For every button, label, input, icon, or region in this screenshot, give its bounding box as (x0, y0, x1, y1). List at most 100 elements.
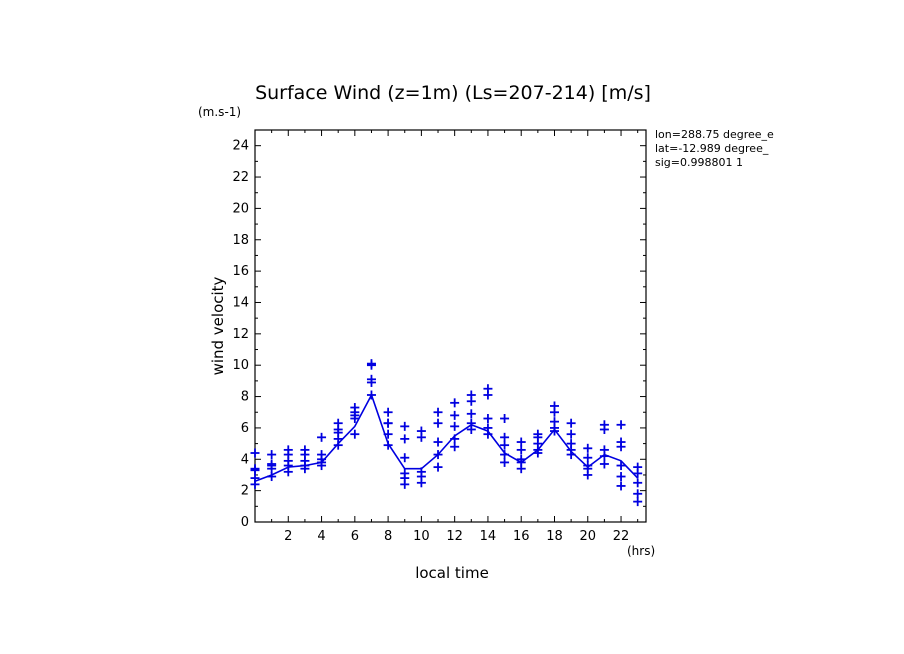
x-tick-label: 6 (351, 529, 359, 544)
y-tick-label: 24 (232, 139, 249, 154)
data-point-marker (599, 445, 609, 455)
y-tick-label: 16 (232, 264, 249, 279)
data-point-marker (500, 457, 510, 467)
data-point-marker (250, 448, 260, 458)
x-tick-label: 8 (384, 529, 392, 544)
data-point-marker (433, 450, 443, 460)
data-point-marker (450, 410, 460, 420)
data-point-marker (616, 420, 626, 430)
data-point-marker (416, 426, 426, 436)
data-point-marker (616, 472, 626, 482)
data-point-marker (466, 390, 476, 400)
data-point-marker (533, 429, 543, 439)
info-lat: lat=-12.989 degree_ (655, 142, 769, 155)
plot-frame (254, 129, 647, 523)
data-point-marker (400, 468, 410, 478)
x-tick-label: 16 (513, 529, 530, 544)
data-point-marker (366, 374, 376, 384)
data-point-marker (450, 442, 460, 452)
data-point-marker (633, 462, 643, 472)
data-point-marker (583, 453, 593, 463)
data-point-marker (549, 417, 559, 427)
data-point-marker (433, 462, 443, 472)
y-tick-label: 14 (232, 295, 249, 310)
data-point-marker (383, 407, 393, 417)
data-point-marker (400, 453, 410, 463)
y-unit-label: (m.s-1) (198, 105, 241, 119)
data-point-marker (283, 445, 293, 455)
data-point-marker (566, 429, 576, 439)
data-point-marker (583, 461, 593, 471)
y-tick-label: 22 (232, 170, 249, 185)
data-point-marker (466, 418, 476, 428)
data-point-marker (450, 434, 460, 444)
data-point-marker (500, 450, 510, 460)
y-tick-label: 12 (232, 327, 249, 342)
data-point-marker (383, 418, 393, 428)
data-point-marker (383, 429, 393, 439)
data-point-marker (516, 445, 526, 455)
y-axis-label: wind velocity (209, 276, 227, 375)
x-tick-label: 22 (613, 529, 630, 544)
data-point-marker (400, 421, 410, 431)
data-point-marker (566, 439, 576, 449)
mean-wind-line (254, 392, 639, 482)
data-point-marker (633, 478, 643, 488)
data-point-marker (350, 429, 360, 439)
data-point-marker (450, 398, 460, 408)
data-point-marker (416, 467, 426, 477)
y-tick-label: 0 (241, 515, 249, 530)
data-point-marker (516, 454, 526, 464)
data-point-marker (500, 432, 510, 442)
data-point-marker (483, 414, 493, 424)
y-tick-label: 8 (241, 390, 249, 405)
data-point-marker (616, 461, 626, 471)
data-point-marker (500, 414, 510, 424)
data-point-marker (566, 418, 576, 428)
data-point-marker (633, 489, 643, 499)
data-point-marker (616, 437, 626, 447)
x-tick-label: 14 (480, 529, 497, 544)
data-point-marker (616, 481, 626, 491)
x-axis-label: local time (415, 564, 489, 582)
x-unit-label: (hrs) (627, 544, 655, 558)
info-sig: sig=0.998801 1 (655, 156, 743, 169)
y-tick-label: 20 (232, 201, 249, 216)
data-point-marker (366, 390, 376, 400)
data-point-marker (599, 420, 609, 430)
data-point-marker (500, 440, 510, 450)
data-point-marker (433, 407, 443, 417)
data-point-marker (350, 403, 360, 413)
x-tick-label: 10 (413, 529, 430, 544)
data-point-marker (300, 445, 310, 455)
data-point-marker (317, 450, 327, 460)
data-point-marker (267, 472, 277, 482)
data-point-marker (366, 359, 376, 369)
x-tick-label: 12 (446, 529, 463, 544)
data-point-marker (250, 464, 260, 474)
x-tick-label: 20 (579, 529, 596, 544)
data-point-marker (583, 443, 593, 453)
data-point-marker (599, 459, 609, 469)
data-point-marker (400, 434, 410, 444)
data-point-marker (383, 440, 393, 450)
x-tick-label: 18 (546, 529, 563, 544)
x-tick-label: 2 (284, 529, 292, 544)
info-lon: lon=288.75 degree_e (655, 128, 774, 141)
data-point-marker (317, 432, 327, 442)
y-tick-label: 6 (241, 421, 249, 436)
data-point-marker (483, 423, 493, 433)
data-point-marker (483, 384, 493, 394)
y-tick-label: 10 (232, 358, 249, 373)
data-point-marker (333, 418, 343, 428)
data-point-marker (250, 473, 260, 483)
y-tick-label: 18 (232, 233, 249, 248)
data-point-marker (267, 450, 277, 460)
data-point-marker (466, 409, 476, 419)
data-point-marker (433, 437, 443, 447)
chart-title: Surface Wind (z=1m) (Ls=207-214) [m/s] (255, 82, 651, 104)
y-tick-label: 4 (241, 452, 249, 467)
x-tick-label: 4 (317, 529, 325, 544)
data-point-marker (450, 421, 460, 431)
